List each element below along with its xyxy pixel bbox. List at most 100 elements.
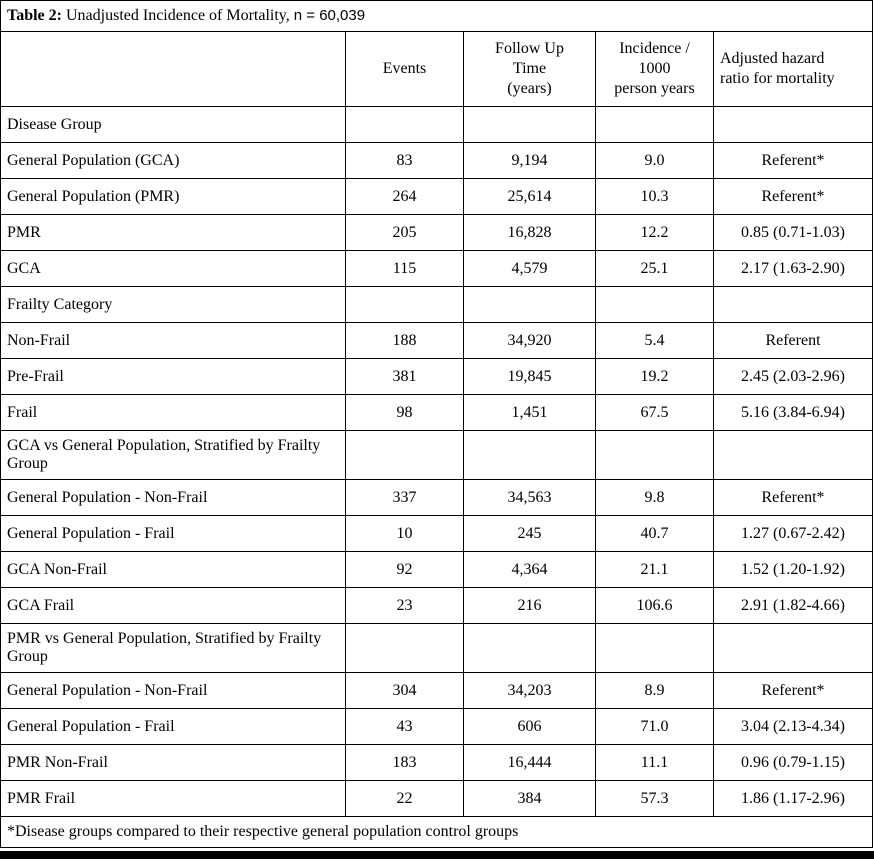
row-label: GCA bbox=[0, 250, 346, 287]
row-label: PMR Frail bbox=[0, 780, 346, 817]
header-adjusted-hazard-ratio: Adjusted hazard ratio for mortality bbox=[713, 31, 873, 107]
hazard-cell: 1.86 (1.17-2.96) bbox=[713, 780, 873, 817]
table-row: Frail 98 1,451 67.5 5.16 (3.84-6.94) bbox=[0, 394, 873, 431]
events-cell bbox=[345, 623, 464, 673]
events-cell: 183 bbox=[345, 744, 464, 781]
incidence-cell: 106.6 bbox=[595, 587, 714, 624]
hazard-cell: 1.27 (0.67-2.42) bbox=[713, 515, 873, 552]
hazard-cell: 0.96 (0.79-1.15) bbox=[713, 744, 873, 781]
events-cell bbox=[345, 430, 464, 480]
table-row: General Population - Frail 43 606 71.0 3… bbox=[0, 708, 873, 745]
incidence-cell: 40.7 bbox=[595, 515, 714, 552]
incidence-cell: 71.0 bbox=[595, 708, 714, 745]
hazard-cell: Referent* bbox=[713, 672, 873, 709]
follow-up-cell: 9,194 bbox=[463, 142, 596, 179]
incidence-cell: 11.1 bbox=[595, 744, 714, 781]
events-cell: 92 bbox=[345, 551, 464, 588]
table-row: Non-Frail 188 34,920 5.4 Referent bbox=[0, 322, 873, 359]
table-row: GCA Non-Frail 92 4,364 21.1 1.52 (1.20-1… bbox=[0, 551, 873, 588]
follow-up-cell: 34,563 bbox=[463, 479, 596, 516]
hazard-cell: 0.85 (0.71-1.03) bbox=[713, 214, 873, 251]
table-title-row: Table 2: Unadjusted Incidence of Mortali… bbox=[0, 0, 873, 32]
hazard-cell: 2.91 (1.82-4.66) bbox=[713, 587, 873, 624]
hazard-cell: 5.16 (3.84-6.94) bbox=[713, 394, 873, 431]
row-label: Frail bbox=[0, 394, 346, 431]
row-label: GCA Non-Frail bbox=[0, 551, 346, 588]
hazard-cell: 3.04 (2.13-4.34) bbox=[713, 708, 873, 745]
events-cell bbox=[345, 286, 464, 323]
events-cell: 381 bbox=[345, 358, 464, 395]
events-cell bbox=[345, 106, 464, 143]
incidence-cell: 9.0 bbox=[595, 142, 714, 179]
hazard-cell: 2.45 (2.03-2.96) bbox=[713, 358, 873, 395]
follow-up-cell bbox=[463, 623, 596, 673]
follow-up-cell: 216 bbox=[463, 587, 596, 624]
section-label: Frailty Category bbox=[0, 286, 346, 323]
incidence-cell: 10.3 bbox=[595, 178, 714, 215]
section-label: PMR vs General Population, Stratified by… bbox=[0, 623, 346, 673]
table-row: General Population - Non-Frail 337 34,56… bbox=[0, 479, 873, 516]
events-cell: 205 bbox=[345, 214, 464, 251]
table-row: Pre-Frail 381 19,845 19.2 2.45 (2.03-2.9… bbox=[0, 358, 873, 395]
follow-up-cell: 4,579 bbox=[463, 250, 596, 287]
row-label: General Population (PMR) bbox=[0, 178, 346, 215]
table-row: General Population (GCA) 83 9,194 9.0 Re… bbox=[0, 142, 873, 179]
section-label: Disease Group bbox=[0, 106, 346, 143]
row-label: Pre-Frail bbox=[0, 358, 346, 395]
hazard-cell bbox=[713, 430, 873, 480]
incidence-cell: 12.2 bbox=[595, 214, 714, 251]
incidence-cell bbox=[595, 286, 714, 323]
follow-up-cell: 245 bbox=[463, 515, 596, 552]
row-label: GCA Frail bbox=[0, 587, 346, 624]
table-section-row: Disease Group bbox=[0, 106, 873, 143]
hazard-cell bbox=[713, 286, 873, 323]
follow-up-cell: 1,451 bbox=[463, 394, 596, 431]
follow-up-cell: 34,920 bbox=[463, 322, 596, 359]
table-section-row: Frailty Category bbox=[0, 286, 873, 323]
row-label: PMR Non-Frail bbox=[0, 744, 346, 781]
table-title-sample-size: n = 60,039 bbox=[293, 7, 366, 24]
hazard-cell: Referent* bbox=[713, 178, 873, 215]
incidence-cell: 19.2 bbox=[595, 358, 714, 395]
hazard-cell: 2.17 (1.63-2.90) bbox=[713, 250, 873, 287]
row-label: General Population (GCA) bbox=[0, 142, 346, 179]
follow-up-cell: 34,203 bbox=[463, 672, 596, 709]
follow-up-cell: 16,444 bbox=[463, 744, 596, 781]
table-row: GCA 115 4,579 25.1 2.17 (1.63-2.90) bbox=[0, 250, 873, 287]
events-cell: 188 bbox=[345, 322, 464, 359]
hazard-cell: Referent bbox=[713, 322, 873, 359]
incidence-cell bbox=[595, 106, 714, 143]
incidence-cell: 5.4 bbox=[595, 322, 714, 359]
follow-up-cell bbox=[463, 106, 596, 143]
cut-off-next-element bbox=[0, 851, 874, 859]
table-header-row: Events Follow Up Time (years) Incidence … bbox=[0, 31, 873, 107]
row-label: General Population - Frail bbox=[0, 708, 346, 745]
table-row: PMR 205 16,828 12.2 0.85 (0.71-1.03) bbox=[0, 214, 873, 251]
table-footnote: *Disease groups compared to their respec… bbox=[0, 816, 873, 848]
events-cell: 83 bbox=[345, 142, 464, 179]
incidence-cell: 8.9 bbox=[595, 672, 714, 709]
events-cell: 264 bbox=[345, 178, 464, 215]
events-cell: 304 bbox=[345, 672, 464, 709]
header-incidence: Incidence / 1000 person years bbox=[595, 31, 714, 107]
table-row: General Population (PMR) 264 25,614 10.3… bbox=[0, 178, 873, 215]
hazard-cell: Referent* bbox=[713, 479, 873, 516]
follow-up-cell: 25,614 bbox=[463, 178, 596, 215]
follow-up-cell: 384 bbox=[463, 780, 596, 817]
follow-up-cell: 606 bbox=[463, 708, 596, 745]
incidence-cell bbox=[595, 430, 714, 480]
incidence-cell: 9.8 bbox=[595, 479, 714, 516]
hazard-cell bbox=[713, 106, 873, 143]
incidence-cell: 57.3 bbox=[595, 780, 714, 817]
events-cell: 10 bbox=[345, 515, 464, 552]
row-label: PMR bbox=[0, 214, 346, 251]
events-cell: 22 bbox=[345, 780, 464, 817]
section-label: GCA vs General Population, Stratified by… bbox=[0, 430, 346, 480]
header-follow-up-time: Follow Up Time (years) bbox=[463, 31, 596, 107]
events-cell: 115 bbox=[345, 250, 464, 287]
events-cell: 337 bbox=[345, 479, 464, 516]
table-row: PMR Frail 22 384 57.3 1.86 (1.17-2.96) bbox=[0, 780, 873, 817]
incidence-cell: 21.1 bbox=[595, 551, 714, 588]
